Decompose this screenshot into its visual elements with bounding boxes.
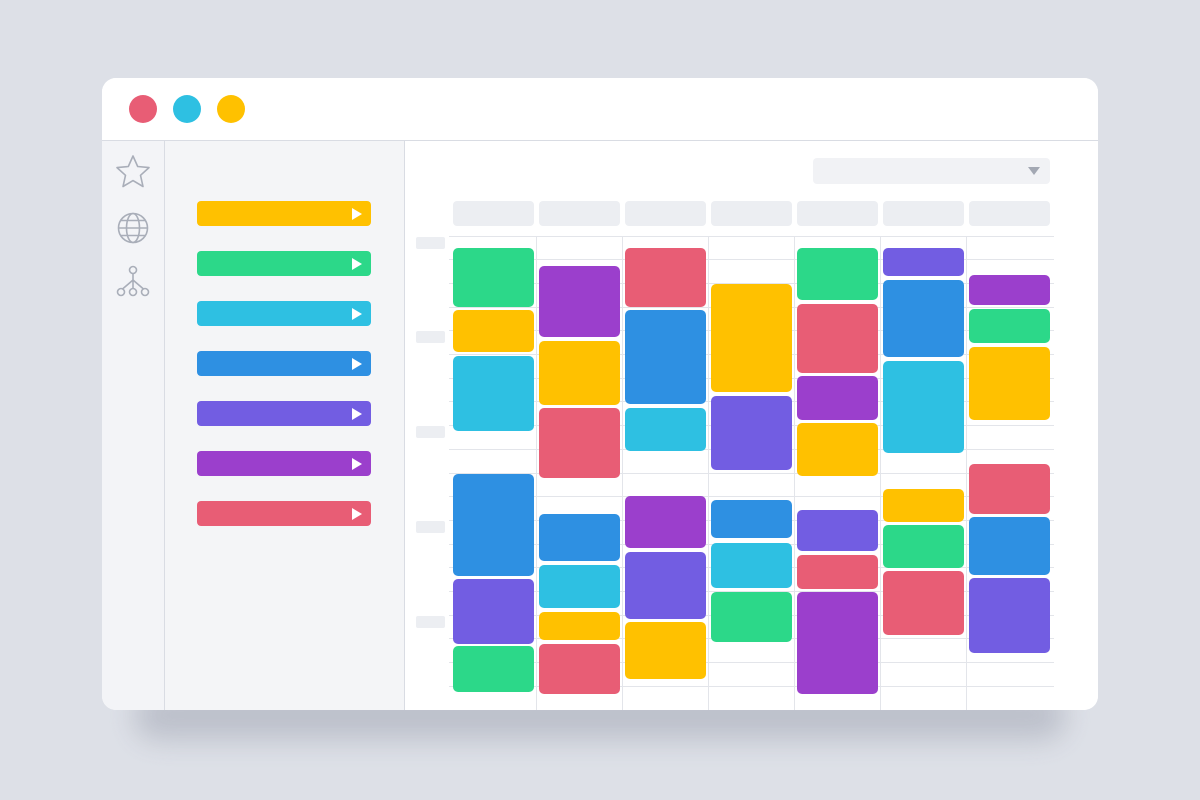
play-icon[interactable] [352, 508, 362, 520]
day-header[interactable] [539, 201, 620, 226]
grid-line [536, 236, 537, 710]
grid-line [449, 496, 1054, 497]
close-button[interactable] [129, 95, 157, 123]
grid-line [449, 473, 1054, 474]
category-item[interactable] [197, 351, 371, 376]
event-block[interactable] [711, 396, 792, 470]
event-block[interactable] [625, 552, 706, 619]
day-header[interactable] [797, 201, 878, 226]
event-block[interactable] [625, 622, 706, 679]
event-block[interactable] [797, 555, 878, 589]
event-block[interactable] [797, 592, 878, 694]
event-block[interactable] [453, 579, 534, 644]
view-select[interactable] [813, 158, 1050, 184]
event-block[interactable] [453, 356, 534, 431]
event-block[interactable] [711, 543, 792, 588]
time-label [416, 426, 445, 438]
grid-line [449, 259, 1054, 260]
grid-line [622, 236, 623, 710]
grid-line [708, 236, 709, 710]
event-block[interactable] [883, 489, 964, 522]
day-header[interactable] [625, 201, 706, 226]
event-block[interactable] [883, 361, 964, 453]
day-header[interactable] [883, 201, 964, 226]
event-block[interactable] [539, 565, 620, 608]
event-block[interactable] [711, 592, 792, 642]
event-block[interactable] [625, 310, 706, 404]
event-block[interactable] [625, 408, 706, 451]
event-block[interactable] [539, 644, 620, 694]
network-icon[interactable] [114, 263, 152, 301]
event-block[interactable] [711, 284, 792, 392]
event-block[interactable] [883, 571, 964, 635]
play-icon[interactable] [352, 458, 362, 470]
icon-rail [102, 141, 165, 710]
event-block[interactable] [969, 578, 1050, 653]
event-block[interactable] [625, 248, 706, 307]
play-icon[interactable] [352, 408, 362, 420]
grid-line [449, 686, 1054, 687]
event-block[interactable] [539, 612, 620, 640]
play-icon[interactable] [352, 258, 362, 270]
grid-line [449, 283, 1054, 284]
event-block[interactable] [883, 248, 964, 276]
event-block[interactable] [453, 248, 534, 307]
category-item[interactable] [197, 301, 371, 326]
day-header[interactable] [969, 201, 1050, 226]
day-header[interactable] [711, 201, 792, 226]
event-block[interactable] [453, 474, 534, 576]
event-block[interactable] [453, 310, 534, 352]
grid-line [880, 236, 881, 710]
event-block[interactable] [539, 341, 620, 405]
event-block[interactable] [797, 510, 878, 551]
event-block[interactable] [969, 309, 1050, 343]
event-block[interactable] [539, 266, 620, 337]
grid-line [966, 236, 967, 710]
title-bar [102, 78, 1098, 141]
day-header[interactable] [453, 201, 534, 226]
grid-line [449, 662, 1054, 663]
grid-line [794, 236, 795, 710]
category-item[interactable] [197, 201, 371, 226]
event-block[interactable] [883, 525, 964, 568]
time-label [416, 521, 445, 533]
category-item[interactable] [197, 251, 371, 276]
minimize-button[interactable] [173, 95, 201, 123]
grid-line [449, 236, 1054, 237]
category-item[interactable] [197, 401, 371, 426]
event-block[interactable] [797, 304, 878, 373]
time-label [416, 616, 445, 628]
play-icon[interactable] [352, 208, 362, 220]
event-block[interactable] [969, 464, 1050, 514]
event-block[interactable] [711, 500, 792, 538]
event-block[interactable] [883, 280, 964, 357]
play-icon[interactable] [352, 308, 362, 320]
time-label [416, 331, 445, 343]
star-icon[interactable] [114, 153, 152, 191]
category-item[interactable] [197, 501, 371, 526]
event-block[interactable] [969, 347, 1050, 420]
event-block[interactable] [539, 514, 620, 561]
event-block[interactable] [969, 275, 1050, 305]
category-panel [165, 141, 405, 710]
event-block[interactable] [625, 496, 706, 548]
event-block[interactable] [797, 248, 878, 300]
event-block[interactable] [539, 408, 620, 478]
event-block[interactable] [453, 646, 534, 692]
globe-icon[interactable] [114, 209, 152, 247]
chevron-down-icon [1028, 167, 1040, 175]
category-item[interactable] [197, 451, 371, 476]
grid-line [449, 591, 1054, 592]
maximize-button[interactable] [217, 95, 245, 123]
event-block[interactable] [969, 517, 1050, 575]
play-icon[interactable] [352, 358, 362, 370]
event-block[interactable] [797, 423, 878, 476]
app-window [102, 78, 1098, 710]
event-block[interactable] [797, 376, 878, 420]
time-label [416, 237, 445, 249]
